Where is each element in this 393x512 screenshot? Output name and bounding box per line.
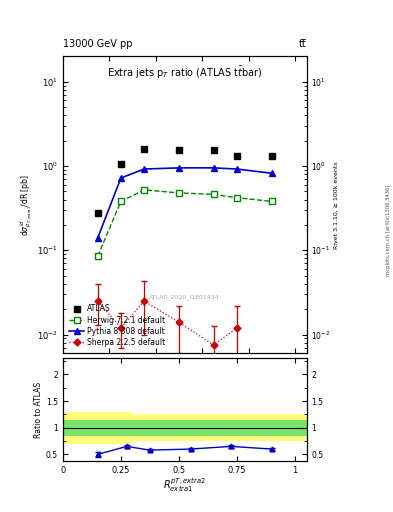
Y-axis label: Ratio to ATLAS: Ratio to ATLAS	[34, 381, 43, 438]
Y-axis label: d$\sigma^{id}_{p_{T,extra1}}$/dR [pb]: d$\sigma^{id}_{p_{T,extra1}}$/dR [pb]	[19, 174, 35, 236]
Text: 13000 GeV pp: 13000 GeV pp	[63, 38, 132, 49]
X-axis label: $R^{pT,extra2}_{extra1}$: $R^{pT,extra2}_{extra1}$	[163, 476, 206, 494]
Text: mcplots.cern.ch [arXiv:1306.3436]: mcplots.cern.ch [arXiv:1306.3436]	[386, 185, 391, 276]
Legend: ATLAS, Herwig 7.2.1 default, Pythia 8.308 default, Sherpa 2.2.5 default: ATLAS, Herwig 7.2.1 default, Pythia 8.30…	[67, 302, 168, 350]
Text: Extra jets p$_T$ ratio (ATLAS t$\bar{t}$bar): Extra jets p$_T$ ratio (ATLAS t$\bar{t}$…	[107, 65, 263, 81]
Text: tt̅: tt̅	[299, 38, 307, 49]
Y-axis label: Rivet 3.1.10, ≥ 100k events: Rivet 3.1.10, ≥ 100k events	[333, 161, 338, 249]
Text: ATLAS_2020_I1801434: ATLAS_2020_I1801434	[149, 294, 220, 300]
